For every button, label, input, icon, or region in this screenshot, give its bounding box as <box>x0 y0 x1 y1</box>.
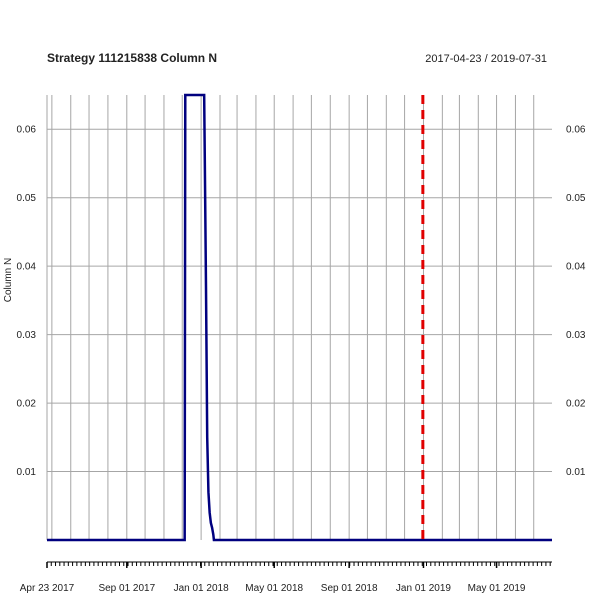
y-tick-label-right: 0.02 <box>566 399 586 410</box>
x-tick-label: May 01 2019 <box>468 583 526 594</box>
grid <box>46 95 552 540</box>
y-tick-label-left: 0.03 <box>17 330 37 341</box>
x-tick-label: Sep 01 2018 <box>321 583 378 594</box>
axes: 0.01 0.01 0.02 0.02 0.03 0.03 0.04 0.04 0.05 0.05… <box>17 125 586 594</box>
y-tick-label-right: 0.03 <box>566 330 586 341</box>
x-tick-label: Sep 01 2017 <box>98 583 155 594</box>
date-range-label: 2017-04-23 / 2019-07-31 <box>425 53 547 65</box>
y-tick-label-left: 0.06 <box>17 125 37 136</box>
y-tick-label-right: 0.04 <box>566 262 586 273</box>
x-tick-label: May 01 2018 <box>245 583 303 594</box>
series-line <box>47 93 552 542</box>
x-tick-label: Apr 23 2017 <box>20 583 75 594</box>
y-tick-label-right: 0.05 <box>566 193 586 204</box>
x-tick-label: Jan 01 2018 <box>174 583 229 594</box>
y-axis-label: Column N <box>3 258 14 302</box>
y-tick-label-left: 0.02 <box>17 399 37 410</box>
series-layer <box>47 93 552 542</box>
y-tick-label-right: 0.01 <box>566 467 586 478</box>
y-tick-label-right: 0.06 <box>566 125 586 136</box>
chart-title: Strategy 111215838 Column N <box>47 51 217 65</box>
y-tick-label-left: 0.04 <box>17 262 37 273</box>
y-tick-label-left: 0.01 <box>17 467 37 478</box>
x-tick-label: Jan 01 2019 <box>396 583 451 594</box>
y-tick-label-left: 0.05 <box>17 193 37 204</box>
